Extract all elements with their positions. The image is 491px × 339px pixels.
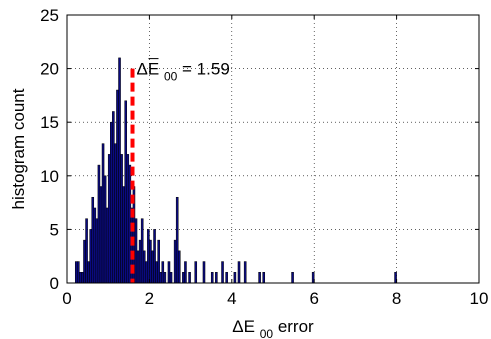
x-tick-label: 2 — [145, 289, 154, 308]
histogram-bar — [138, 239, 142, 284]
histogram-bar — [237, 261, 241, 284]
histogram-bar — [175, 196, 179, 284]
histogram-bar — [169, 272, 173, 284]
histogram-bar — [233, 272, 237, 284]
annotation-value: = 1.59 — [182, 60, 230, 79]
histogram-bar — [161, 261, 165, 284]
y-tick-label: 20 — [40, 60, 59, 79]
histogram-bar — [83, 239, 86, 284]
y-tick-label: 10 — [40, 167, 59, 186]
x-axis-label-rest: error — [278, 317, 314, 336]
histogram-bar — [101, 143, 105, 284]
histogram-bar — [163, 272, 167, 284]
histogram-bar — [142, 250, 146, 284]
histogram-bar — [81, 272, 84, 284]
histogram-bar — [140, 218, 144, 284]
histogram-bar — [221, 261, 224, 284]
y-tick-label: 25 — [40, 6, 59, 25]
histogram-bar — [112, 111, 115, 284]
histogram-bar — [194, 261, 198, 284]
y-tick-label: 15 — [40, 113, 59, 132]
histogram-bar — [177, 250, 181, 284]
histogram-bar — [134, 218, 138, 284]
x-axis-label-base: ΔE — [232, 317, 255, 336]
histogram-bar — [114, 143, 117, 284]
histogram-bar — [147, 229, 150, 284]
histogram-bar — [99, 186, 103, 284]
histogram-bar — [159, 272, 163, 284]
x-tick-label: 0 — [62, 289, 71, 308]
histogram-bar — [118, 57, 121, 284]
histogram-bar — [262, 272, 266, 284]
histogram-bar — [136, 250, 140, 284]
histogram-bar — [87, 261, 90, 284]
x-tick-label: 4 — [227, 289, 236, 308]
histogram-bar — [107, 154, 111, 284]
histogram-bar — [173, 239, 177, 284]
histogram-bar — [124, 100, 127, 284]
histogram-bar — [258, 272, 261, 284]
histogram-bar — [93, 207, 97, 284]
y-tick-label: 5 — [50, 220, 59, 239]
histogram-bar — [126, 154, 130, 284]
x-axis-label-subscript: 00 — [260, 327, 274, 339]
histogram-bar — [155, 261, 158, 284]
histogram-bar — [225, 272, 228, 284]
histogram-bar — [89, 229, 92, 284]
histogram-bar — [157, 239, 160, 284]
histogram-bar — [105, 207, 109, 284]
y-axis-label: histogram count — [9, 88, 28, 209]
histogram-bar — [116, 89, 119, 284]
histogram-bar — [182, 272, 185, 284]
histogram-bar — [74, 261, 78, 284]
mean-annotation: ΔE 00 = 1.59 — [137, 60, 230, 85]
histogram-bar — [149, 239, 152, 284]
x-tick-label: 6 — [309, 289, 318, 308]
histogram-bar — [291, 272, 294, 284]
histogram-bar — [95, 218, 99, 284]
histogram-bar — [110, 121, 113, 284]
histogram-bar — [153, 229, 156, 284]
histogram-bar — [202, 261, 206, 284]
histogram-bar — [85, 218, 88, 284]
histogram-bar — [77, 261, 80, 284]
histogram-bar — [120, 154, 123, 284]
histogram-bar — [167, 261, 171, 284]
histogram-bar — [151, 250, 154, 284]
annotation-subscript: 00 — [164, 70, 178, 84]
histogram-bar — [210, 272, 214, 284]
histogram-bar — [97, 164, 101, 284]
x-tick-label: 8 — [392, 289, 401, 308]
x-axis-label: ΔE 00 error — [232, 317, 314, 339]
histogram-bar — [184, 261, 187, 284]
histogram-bar — [103, 175, 107, 284]
histogram-bar — [188, 272, 191, 284]
x-tick-label: 10 — [470, 289, 489, 308]
histogram-bar — [91, 196, 95, 284]
histogram-bars — [74, 57, 397, 284]
y-tick-label: 0 — [50, 274, 59, 293]
plot-frame — [66, 14, 480, 284]
histogram-bar — [243, 261, 247, 284]
annotation-prefix: ΔE — [137, 60, 160, 79]
histogram-bar — [122, 186, 125, 284]
histogram-bar — [145, 261, 148, 284]
axis-ticks: 0 2 4 6 8 10 0 5 10 15 20 25 — [40, 6, 488, 308]
histogram-bar — [215, 272, 218, 284]
histogram-bar — [79, 272, 82, 284]
